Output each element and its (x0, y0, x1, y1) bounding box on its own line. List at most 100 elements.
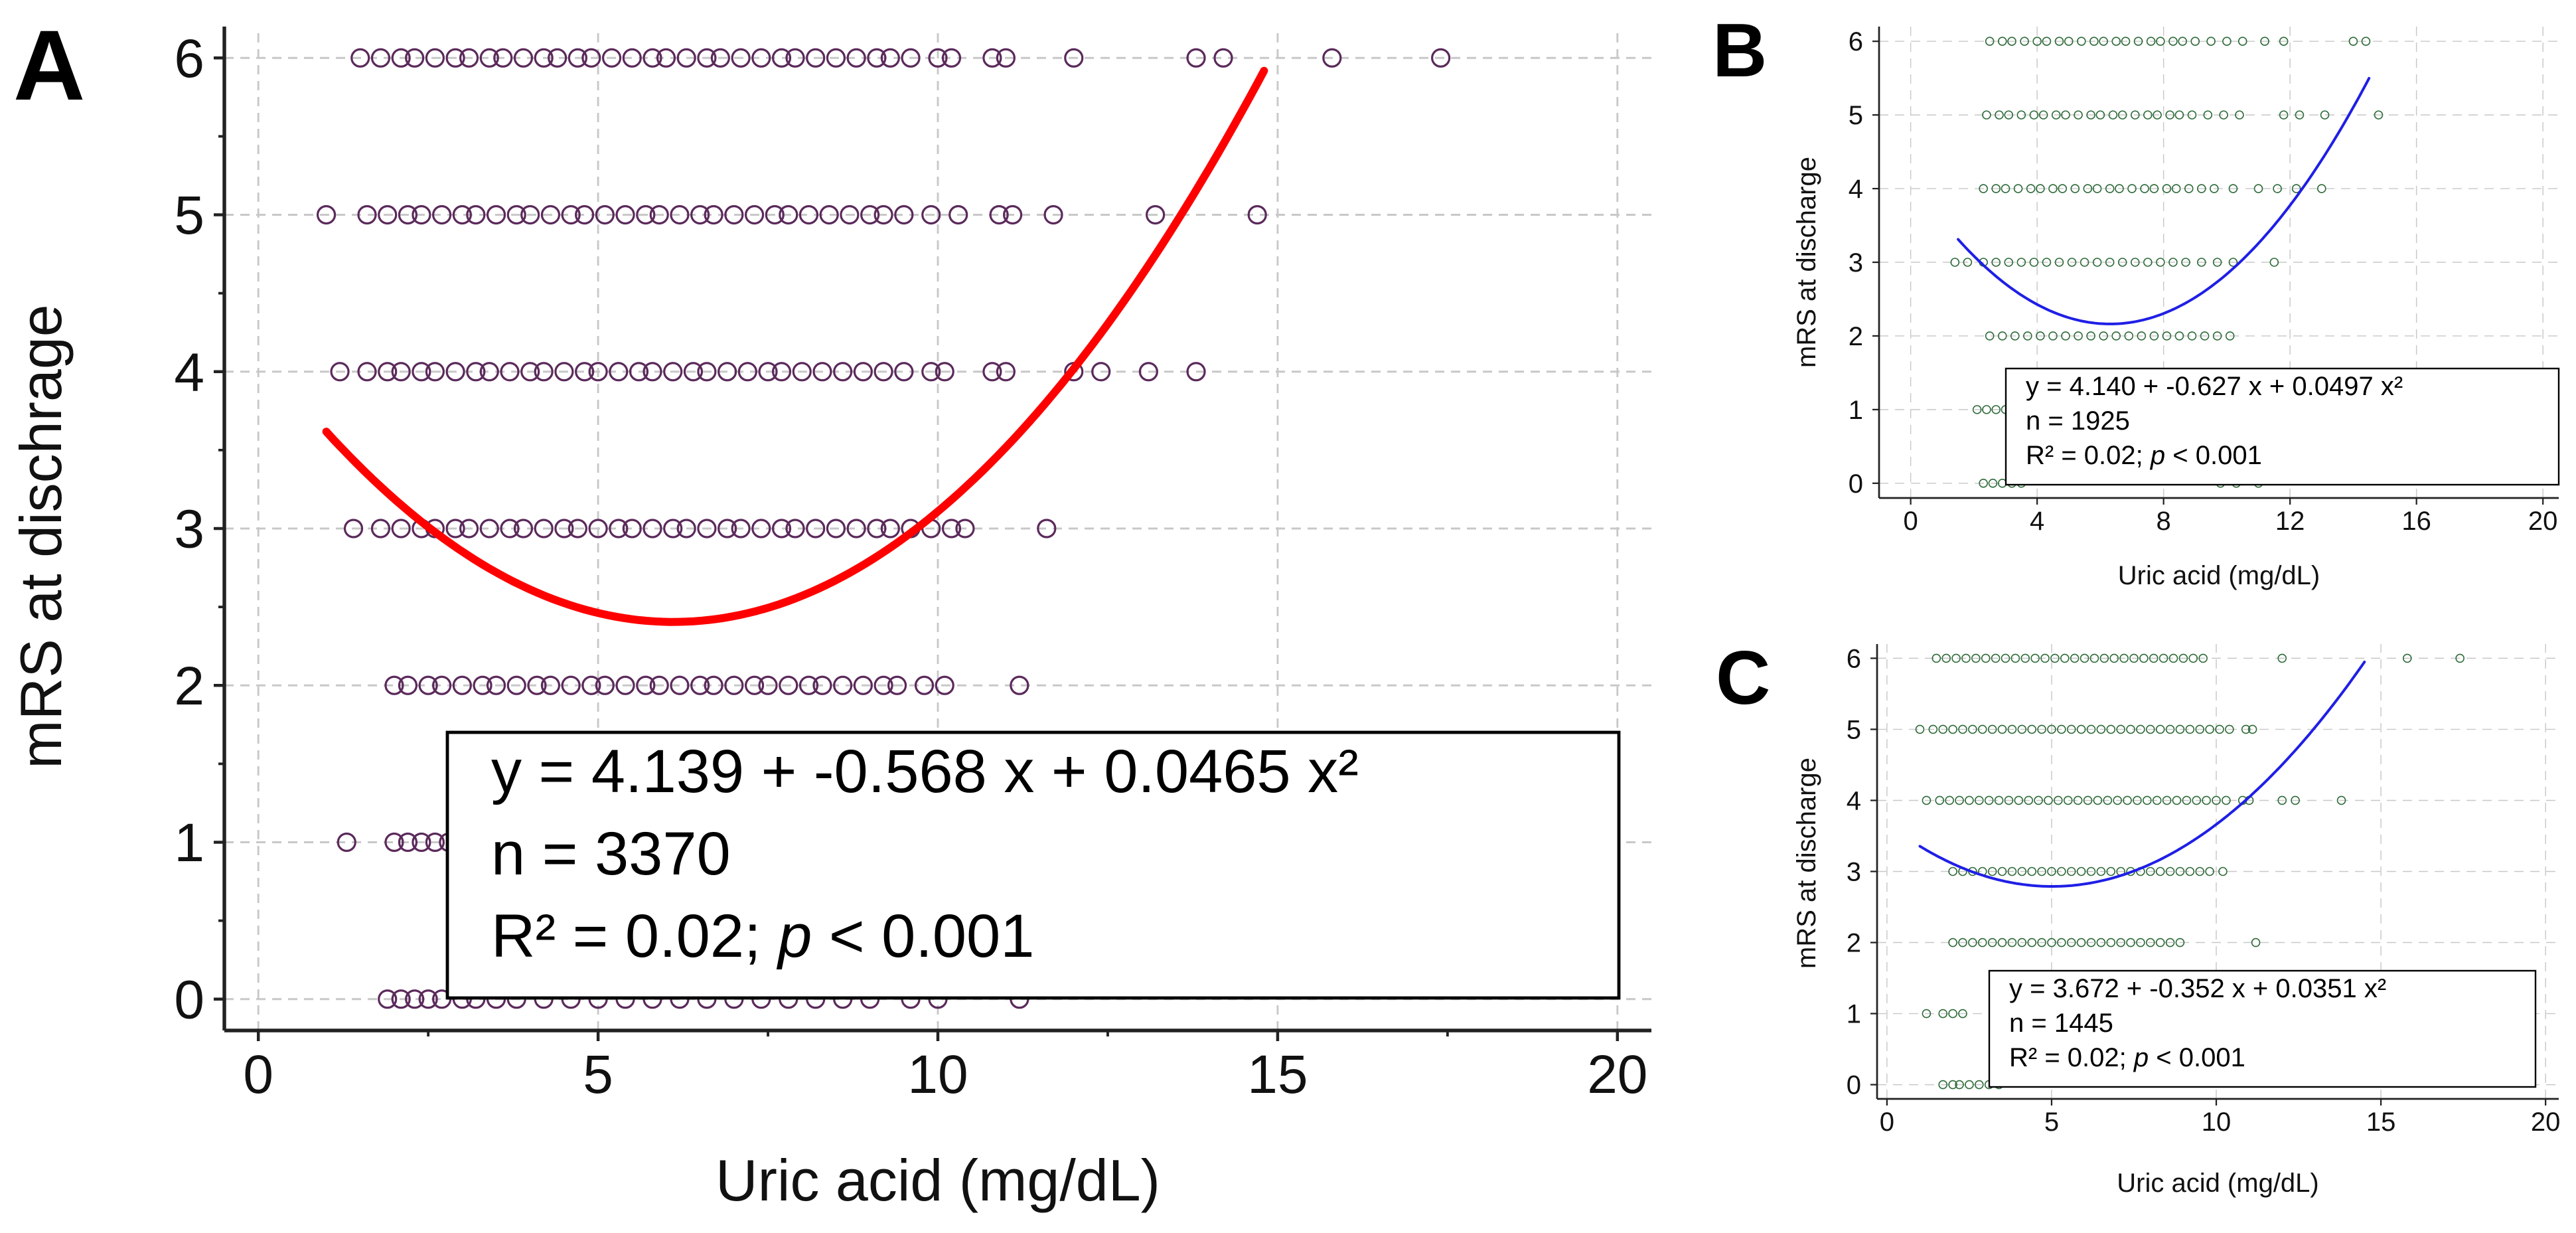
data-point (1958, 724, 1967, 734)
data-point (2113, 795, 2122, 805)
y-tick-label: 2 (1849, 322, 1863, 351)
data-point (622, 519, 642, 538)
data-point (540, 205, 561, 225)
data-point (2037, 724, 2046, 734)
data-point (601, 48, 622, 68)
data-point (2099, 37, 2108, 46)
data-points (1950, 37, 2384, 488)
data-point (520, 362, 540, 382)
data-point (398, 675, 418, 695)
data-point (2016, 110, 2026, 120)
data-point (2222, 37, 2232, 46)
y-tick-label: 6 (1849, 27, 1863, 56)
data-point (316, 205, 337, 225)
data-point (2136, 938, 2145, 947)
data-point (609, 519, 629, 538)
data-point (2143, 258, 2153, 267)
data-point (1963, 258, 1973, 267)
equation-box (1988, 969, 2537, 1088)
fit-curve (1957, 76, 2371, 325)
data-point (2202, 795, 2211, 805)
data-point (1991, 258, 2001, 267)
data-point (2092, 184, 2102, 193)
data-point (676, 519, 696, 538)
data-point (880, 48, 900, 68)
r2-value: R² = 0.02; (2026, 441, 2151, 470)
data-point (1979, 479, 1988, 488)
data-point (2051, 110, 2061, 120)
data-point (2036, 331, 2045, 341)
p-value: < 0.001 (2149, 1043, 2245, 1072)
data-point (554, 519, 574, 538)
data-point (479, 362, 499, 382)
data-point (2171, 184, 2181, 193)
data-point (2067, 258, 2077, 267)
data-point (873, 205, 893, 225)
data-point (391, 48, 411, 68)
data-point (2083, 184, 2093, 193)
p-symbol: p (2133, 1043, 2149, 1072)
data-point (2004, 258, 2014, 267)
data-point (1985, 37, 1995, 46)
y-tick-label: 1 (1849, 396, 1863, 425)
data-point (2165, 110, 2174, 120)
panel-letter: A (13, 9, 85, 121)
data-point (2162, 184, 2172, 193)
data-point (2140, 184, 2149, 193)
data-point (2054, 258, 2064, 267)
y-tick-label: 5 (174, 185, 204, 246)
data-point (1997, 37, 2007, 46)
data-point (2168, 258, 2178, 267)
data-point (1922, 1009, 1932, 1019)
data-point (2117, 258, 2127, 267)
data-point (2080, 258, 2089, 267)
data-point (2048, 184, 2058, 193)
data-point (704, 675, 723, 695)
data-point (581, 48, 601, 68)
data-point (2172, 795, 2182, 805)
data-point (833, 362, 853, 382)
data-point (806, 519, 826, 538)
data-point (1979, 184, 1988, 193)
p-value: < 0.001 (812, 902, 1034, 970)
data-point (370, 519, 391, 538)
data-point (2130, 110, 2140, 120)
x-axis-label: Uric acid (mg/dL) (2118, 561, 2320, 590)
data-point (405, 989, 425, 1009)
data-point (2124, 331, 2134, 341)
data-point (771, 362, 792, 382)
data-point (643, 48, 662, 68)
data-point (1186, 362, 1206, 382)
data-point (2106, 938, 2116, 947)
data-point (391, 519, 411, 538)
data-point (2455, 653, 2464, 663)
data-point (649, 205, 669, 225)
data-point (894, 362, 914, 382)
data-point (2195, 724, 2205, 734)
x-tick-label: 10 (2202, 1108, 2232, 1137)
data-point (1982, 405, 1991, 414)
data-point (466, 205, 486, 225)
data-point (425, 832, 445, 853)
data-point (2143, 110, 2153, 120)
data-point (941, 519, 962, 538)
data-point (2024, 795, 2034, 805)
r2-value: R² = 0.02; (491, 902, 778, 970)
n-text: n = 1925 (2026, 406, 2130, 436)
data-point (2218, 866, 2228, 876)
data-point (2086, 938, 2096, 947)
data-point (513, 519, 534, 538)
x-axis-label: Uric acid (mg/dL) (716, 1147, 1160, 1213)
data-point (731, 48, 751, 68)
data-point (2074, 110, 2083, 120)
data-point (2126, 938, 2135, 947)
y-tick-label: 0 (1847, 1071, 1861, 1100)
data-point (2237, 37, 2247, 46)
data-point (2273, 184, 2282, 193)
data-point (718, 519, 737, 538)
data-point (2108, 110, 2118, 120)
data-point (615, 675, 635, 695)
data-point (2162, 795, 2172, 805)
data-point (2129, 653, 2139, 663)
data-point (561, 205, 581, 225)
